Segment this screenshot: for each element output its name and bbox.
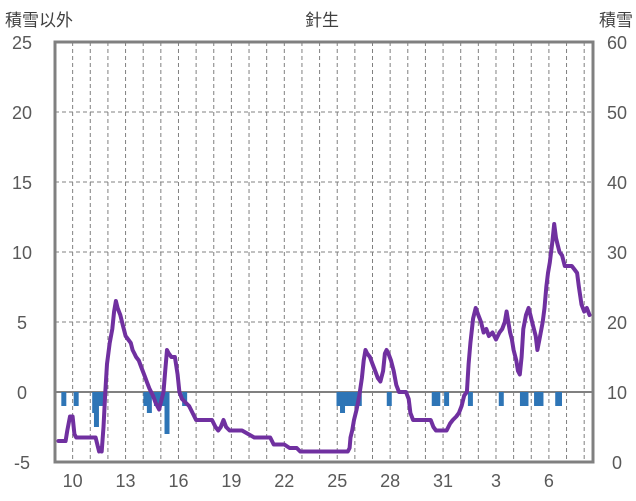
right-tick-label: 30 bbox=[607, 243, 627, 263]
precip-bar bbox=[435, 392, 441, 406]
precip-bar bbox=[61, 392, 67, 406]
precip-bar bbox=[143, 392, 149, 406]
x-tick-label: 28 bbox=[380, 471, 400, 491]
right-axis-title: 積雪 bbox=[599, 11, 633, 31]
precip-bar bbox=[93, 392, 99, 427]
left-tick-label: 15 bbox=[12, 173, 32, 193]
precip-bar bbox=[97, 392, 103, 406]
snow-depth-line bbox=[56, 222, 592, 454]
precip-bar bbox=[534, 392, 540, 406]
precip-bar bbox=[556, 392, 562, 406]
left-tick-label: 10 bbox=[12, 243, 32, 263]
right-tick-label: 10 bbox=[607, 383, 627, 403]
left-tick-label: -5 bbox=[14, 453, 30, 473]
plot-frame bbox=[53, 40, 595, 464]
right-tick-label: 40 bbox=[607, 173, 627, 193]
precip-bar bbox=[73, 392, 79, 406]
plot-grid bbox=[55, 42, 593, 462]
x-tick-label: 19 bbox=[221, 471, 241, 491]
snow-depth-path bbox=[56, 222, 592, 454]
precip-bar bbox=[146, 392, 152, 413]
right-tick-label: 20 bbox=[607, 313, 627, 333]
right-tick-label: 60 bbox=[607, 33, 627, 53]
chart-title: 針生 bbox=[305, 11, 339, 31]
left-tick-label: 25 bbox=[12, 33, 32, 53]
left-tick-label: 20 bbox=[12, 103, 32, 123]
x-tick-label: 22 bbox=[274, 471, 294, 491]
right-axis-ticks: 60 50 40 30 20 10 0 bbox=[607, 33, 627, 473]
x-axis-ticks: 10 13 16 19 22 25 28 31 3 6 bbox=[63, 471, 554, 491]
x-tick-label: 16 bbox=[168, 471, 188, 491]
x-tick-label: 25 bbox=[327, 471, 347, 491]
left-axis-title: 積雪以外 bbox=[5, 11, 73, 31]
precip-bar bbox=[538, 392, 544, 406]
precip-bar bbox=[153, 392, 159, 406]
precip-bar bbox=[386, 392, 392, 406]
x-tick-label: 31 bbox=[433, 471, 453, 491]
precip-bar bbox=[523, 392, 529, 406]
precip-bar bbox=[467, 392, 473, 406]
precip-bar bbox=[431, 392, 437, 406]
precip-bar bbox=[444, 392, 450, 406]
left-axis-ticks: 25 20 15 10 5 0 -5 bbox=[12, 33, 32, 473]
right-tick-label: 0 bbox=[612, 453, 622, 473]
right-tick-label: 50 bbox=[607, 103, 627, 123]
x-tick-label: 13 bbox=[116, 471, 136, 491]
precip-bar bbox=[353, 392, 359, 406]
precip-bar bbox=[498, 392, 504, 406]
left-tick-label: 5 bbox=[17, 313, 27, 333]
x-tick-label: 6 bbox=[544, 471, 554, 491]
precip-bar bbox=[340, 392, 346, 413]
x-tick-label: 3 bbox=[491, 471, 501, 491]
precip-bar bbox=[164, 392, 170, 434]
x-tick-label: 10 bbox=[63, 471, 83, 491]
precip-bar bbox=[342, 392, 348, 406]
precip-bar bbox=[347, 392, 353, 406]
left-tick-label: 0 bbox=[17, 383, 27, 403]
precip-bars bbox=[61, 392, 562, 434]
